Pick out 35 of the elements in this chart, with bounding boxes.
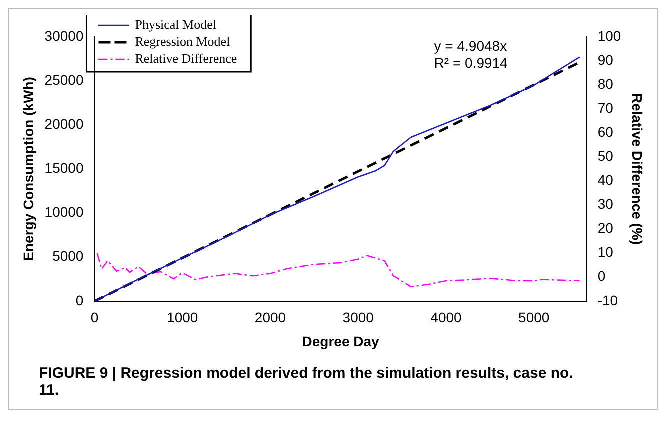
y2-axis-title: Relative Difference (%)	[630, 93, 646, 246]
x-tick-label: 2000	[254, 310, 286, 326]
y-tick-label: 20000	[44, 116, 84, 132]
y-axis-title: Energy Consumption (kWh)	[20, 77, 36, 262]
y-tick-label: 25000	[44, 72, 84, 88]
annotation: R² = 0.9914	[434, 55, 508, 71]
annotation: y = 4.9048x	[434, 38, 508, 54]
y2-tick-label: 40	[598, 172, 614, 188]
y2-tick-label: 70	[598, 100, 614, 116]
y-tick-label: 10000	[44, 204, 84, 220]
legend-label: Physical Model	[135, 16, 217, 32]
legend-label: Regression Model	[135, 34, 231, 49]
y2-tick-label: 10	[598, 244, 614, 260]
y-tick-label: 30000	[44, 28, 84, 44]
y2-tick-label: 60	[598, 124, 614, 140]
y2-tick-label: 100	[598, 28, 622, 44]
y2-tick-label: 0	[598, 268, 606, 284]
legend-label: Relative Difference	[135, 50, 238, 66]
x-tick-label: 0	[90, 310, 99, 326]
y2-tick-label: 20	[598, 220, 614, 236]
x-axis-title: Degree Day	[302, 333, 380, 350]
y2-tick-label: 90	[598, 52, 614, 68]
x-tick-label: 5000	[518, 310, 550, 326]
y2-tick-label: 80	[598, 76, 614, 92]
y-tick-label: 15000	[44, 160, 84, 176]
x-tick-label: 3000	[342, 310, 374, 326]
y2-tick-label: 30	[598, 196, 614, 212]
y2-tick-label: 50	[598, 148, 614, 164]
caption: FIGURE 9 | Regression model derived from the simulation results, case no. 11.	[39, 365, 574, 399]
y-tick-label: 5000	[52, 248, 84, 264]
x-tick-label: 4000	[430, 310, 462, 326]
y-tick-label: 0	[76, 292, 84, 308]
y2-tick-label: -10	[598, 292, 618, 308]
line-series	[96, 252, 580, 288]
x-tick-label: 1000	[167, 310, 198, 326]
